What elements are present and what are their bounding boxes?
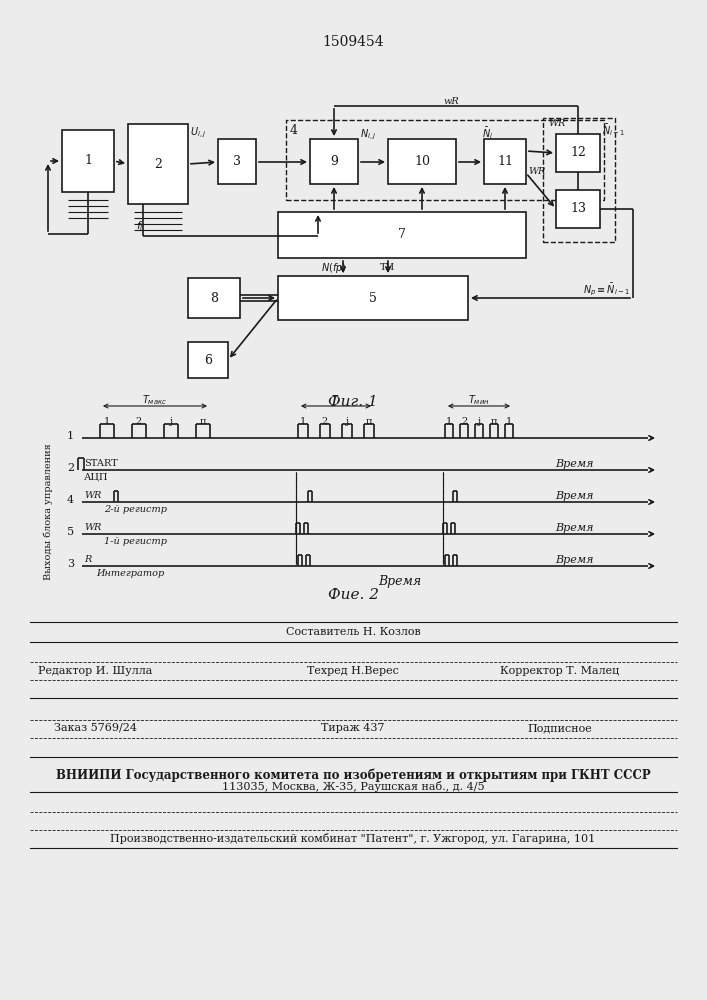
Text: 2-й регистр: 2-й регистр bbox=[104, 504, 167, 514]
Text: Составитель Н. Козлов: Составитель Н. Козлов bbox=[286, 627, 421, 637]
Text: R: R bbox=[84, 554, 91, 564]
Text: 2: 2 bbox=[322, 418, 328, 426]
Text: j: j bbox=[170, 418, 173, 426]
Text: Интегратор: Интегратор bbox=[96, 568, 164, 578]
Text: WR: WR bbox=[548, 119, 566, 128]
Bar bbox=[278, 212, 526, 258]
Text: 2: 2 bbox=[136, 418, 142, 426]
Text: $\bar{N}_{i-1}$: $\bar{N}_{i-1}$ bbox=[602, 122, 625, 138]
Text: Фиг. 1: Фиг. 1 bbox=[328, 395, 378, 409]
Text: 2: 2 bbox=[67, 463, 74, 473]
Bar bbox=[310, 139, 358, 184]
Text: 13: 13 bbox=[570, 202, 586, 216]
Text: WR: WR bbox=[84, 522, 101, 532]
Text: Время: Время bbox=[555, 523, 593, 533]
Text: $T_{мин}$: $T_{мин}$ bbox=[468, 393, 490, 407]
Text: WR: WR bbox=[528, 167, 545, 176]
Text: п: п bbox=[366, 418, 373, 426]
Text: Выходы блока управления: Выходы блока управления bbox=[43, 444, 53, 580]
Bar bbox=[286, 120, 604, 200]
Text: $U_{i,j}$: $U_{i,j}$ bbox=[190, 126, 206, 140]
Text: 1-й регистр: 1-й регистр bbox=[104, 536, 167, 546]
Text: 5: 5 bbox=[67, 527, 74, 537]
Text: 2: 2 bbox=[154, 157, 162, 170]
Text: 9: 9 bbox=[330, 155, 338, 168]
Text: 4: 4 bbox=[290, 123, 298, 136]
Text: АЦП: АЦП bbox=[84, 473, 108, 482]
Text: $N(fp)$: $N(fp)$ bbox=[321, 261, 346, 275]
Text: WR: WR bbox=[84, 490, 101, 499]
Text: 12: 12 bbox=[570, 146, 586, 159]
Text: 11: 11 bbox=[497, 155, 513, 168]
Text: 1: 1 bbox=[67, 431, 74, 441]
Text: 6: 6 bbox=[204, 354, 212, 366]
Bar bbox=[218, 139, 256, 184]
Text: Время: Время bbox=[555, 491, 593, 501]
Text: 3: 3 bbox=[67, 559, 74, 569]
Text: Тираж 437: Тираж 437 bbox=[321, 723, 385, 733]
Text: $T_i$: $T_i$ bbox=[331, 393, 341, 407]
Bar bbox=[388, 139, 456, 184]
Bar bbox=[278, 276, 468, 320]
Text: Корректор Т. Малец: Корректор Т. Малец bbox=[501, 666, 619, 676]
Text: 5: 5 bbox=[369, 292, 377, 304]
Text: Подписное: Подписное bbox=[527, 723, 592, 733]
Text: TИ: TИ bbox=[380, 263, 395, 272]
Text: START: START bbox=[84, 458, 118, 468]
Text: Время: Время bbox=[555, 555, 593, 565]
Text: j: j bbox=[346, 418, 349, 426]
Text: $\bar{N}_i$: $\bar{N}_i$ bbox=[482, 125, 493, 141]
Text: 113035, Москва, Ж-35, Раушская наб., д. 4/5: 113035, Москва, Ж-35, Раушская наб., д. … bbox=[222, 782, 484, 792]
Text: wR: wR bbox=[443, 98, 459, 106]
Text: п: п bbox=[491, 418, 497, 426]
Bar bbox=[62, 130, 114, 192]
Text: Редактор И. Шулла: Редактор И. Шулла bbox=[37, 666, 152, 676]
Text: Время: Время bbox=[378, 576, 421, 588]
Bar bbox=[484, 139, 526, 184]
Text: 1: 1 bbox=[104, 418, 110, 426]
Bar bbox=[543, 118, 615, 242]
Text: Производственно-издательский комбинат "Патент", г. Ужгород, ул. Гагарина, 101: Производственно-издательский комбинат "П… bbox=[110, 832, 595, 844]
Bar bbox=[188, 342, 228, 378]
Text: п: п bbox=[200, 418, 206, 426]
Text: 7: 7 bbox=[398, 229, 406, 241]
Text: Фие. 2: Фие. 2 bbox=[327, 588, 378, 602]
Bar bbox=[188, 278, 240, 318]
Bar bbox=[128, 124, 188, 204]
Text: 8: 8 bbox=[210, 292, 218, 304]
Text: 10: 10 bbox=[414, 155, 430, 168]
Text: $N_{i,j}$: $N_{i,j}$ bbox=[360, 128, 377, 142]
Bar bbox=[556, 190, 600, 228]
Text: 1: 1 bbox=[300, 418, 306, 426]
Text: 1: 1 bbox=[446, 418, 452, 426]
Text: Заказ 5769/24: Заказ 5769/24 bbox=[54, 723, 136, 733]
Text: Время: Время bbox=[555, 459, 593, 469]
Text: ВНИИПИ Государственного комитета по изобретениям и открытиям при ГКНТ СССР: ВНИИПИ Государственного комитета по изоб… bbox=[56, 768, 650, 782]
Text: $T_{макс}$: $T_{макс}$ bbox=[143, 393, 168, 407]
Text: 3: 3 bbox=[233, 155, 241, 168]
Text: 4: 4 bbox=[67, 495, 74, 505]
Bar bbox=[556, 134, 600, 172]
Text: Техред Н.Верес: Техред Н.Верес bbox=[307, 666, 399, 676]
Text: 2: 2 bbox=[461, 418, 467, 426]
Text: 1509454: 1509454 bbox=[322, 35, 384, 49]
Text: $N_p \equiv \bar{N}_{i-1}$: $N_p \equiv \bar{N}_{i-1}$ bbox=[583, 282, 630, 298]
Text: j: j bbox=[477, 418, 481, 426]
Text: 1: 1 bbox=[84, 154, 92, 167]
Text: 1: 1 bbox=[506, 418, 512, 426]
Text: $f_i$: $f_i$ bbox=[136, 219, 144, 233]
